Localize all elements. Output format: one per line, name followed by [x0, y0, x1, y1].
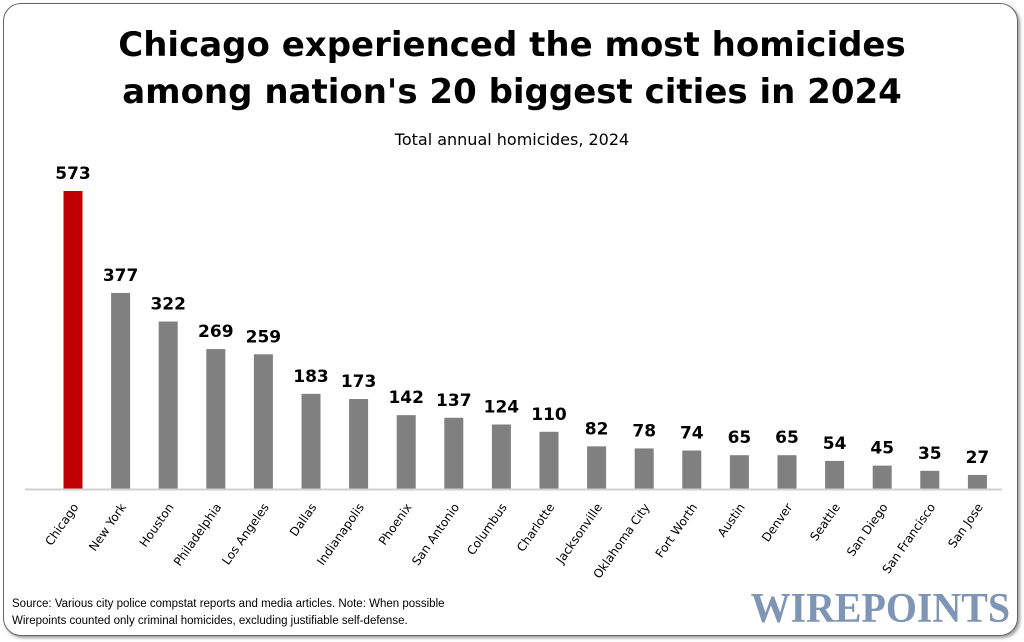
data-label: 124 [484, 398, 520, 418]
bar-san-diego [872, 465, 892, 489]
bar-columbus [491, 424, 511, 489]
data-label: 35 [918, 444, 942, 464]
category-label: Houston [137, 501, 177, 550]
category-label: San Diego [844, 501, 891, 559]
category-label: Columbus [464, 501, 510, 558]
data-label: 27 [966, 448, 990, 468]
category-label: Charlotte [514, 501, 557, 555]
data-label: 74 [680, 424, 704, 444]
data-label: 65 [775, 428, 799, 448]
source-line-2: Wirepoints counted only criminal homicid… [12, 615, 408, 627]
data-label: 322 [150, 295, 186, 315]
chart-frame [3, 3, 1018, 636]
bar-phoenix [396, 415, 416, 489]
category-label: Denver [759, 501, 796, 545]
category-label: Jacksonville [553, 501, 605, 567]
bar-charlotte [539, 431, 559, 489]
category-label: Philadelphia [171, 501, 224, 569]
category-label: Phoenix [376, 501, 415, 548]
category-label: Austin [715, 501, 748, 540]
category-label: Indianapolis [314, 501, 367, 568]
data-label: 142 [388, 388, 424, 408]
bar-san-jose [967, 474, 987, 489]
chart-title: Chicago experienced the most homicides a… [0, 22, 1024, 116]
bar-jacksonville [587, 446, 607, 489]
category-label: Los Angeles [219, 501, 272, 568]
data-label: 269 [198, 322, 234, 342]
data-label: 183 [293, 367, 329, 387]
bar-oklahoma-city [634, 448, 654, 489]
bar-los-angeles [253, 354, 273, 489]
bar-chicago [63, 191, 83, 489]
category-label: Dallas [287, 501, 320, 539]
bar-houston [158, 321, 178, 489]
bar-san-antonio [444, 417, 464, 489]
bar-indianapolis [349, 399, 369, 489]
data-label: 137 [436, 391, 472, 411]
category-label: Fort Worth [653, 501, 701, 561]
data-label: 54 [823, 434, 847, 454]
category-label: New York [86, 501, 129, 554]
category-label: San Antonio [409, 501, 462, 568]
chart-subtitle: Total annual homicides, 2024 [394, 130, 630, 149]
bar-fort-worth [682, 450, 702, 489]
bar-dallas [301, 393, 321, 489]
bar-austin [729, 455, 749, 489]
source-note: Source: Various city police compstat rep… [12, 596, 445, 630]
data-label: 573 [55, 164, 91, 184]
data-label: 78 [632, 421, 656, 441]
bar-san-francisco [920, 470, 940, 489]
category-label: Chicago [42, 501, 81, 549]
chart-title-text: Chicago experienced the most homicides a… [118, 25, 906, 112]
bar-new-york [111, 292, 131, 489]
category-label: Seattle [807, 501, 843, 544]
source-line-1: Source: Various city police compstat rep… [12, 598, 445, 610]
bar-philadelphia [206, 349, 226, 489]
data-label: 65 [728, 428, 752, 448]
bar-denver [777, 455, 797, 489]
data-label: 377 [103, 266, 139, 286]
wirepoints-logo: WIREPOINTS [750, 586, 1010, 632]
data-label: 173 [341, 372, 377, 392]
data-label: 45 [870, 439, 894, 459]
data-label: 259 [246, 327, 282, 347]
category-label: San Jose [945, 501, 986, 551]
data-label: 82 [585, 419, 609, 439]
data-label: 110 [531, 405, 567, 425]
bar-seattle [825, 460, 845, 489]
